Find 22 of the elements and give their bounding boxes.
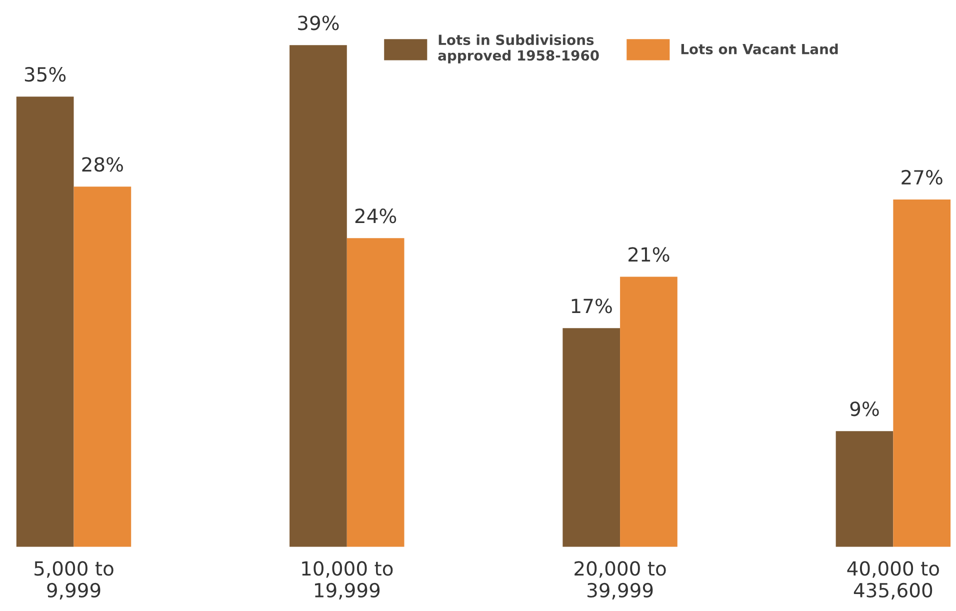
data-label: 17% (572, 298, 612, 314)
data-label: 27% (902, 170, 942, 185)
data-label: 24% (355, 208, 396, 224)
data-label: 35% (24, 67, 66, 82)
data-label: 21% (628, 247, 670, 262)
bar (290, 45, 347, 547)
legend-label: Lots on Vacant Land (681, 44, 838, 54)
data-label: 9% (850, 401, 879, 416)
legend-label: Lots in Subdivisions approved 1958-1960 (438, 34, 599, 64)
bar (620, 276, 678, 547)
bar (16, 96, 74, 547)
bar (562, 328, 620, 547)
data-label: 28% (82, 157, 123, 172)
x-tick-label: 5,000 to 9,999 (34, 561, 114, 600)
data-label: 39% (298, 16, 339, 30)
bar (893, 200, 951, 547)
bar (74, 186, 132, 547)
bar (346, 238, 404, 547)
x-tick-label: 40,000 to 435,600 (847, 561, 939, 600)
x-tick-label: 10,000 to 19,999 (302, 561, 393, 600)
x-tick-label: 20,000 to 39,999 (574, 561, 666, 600)
bar (836, 431, 894, 547)
